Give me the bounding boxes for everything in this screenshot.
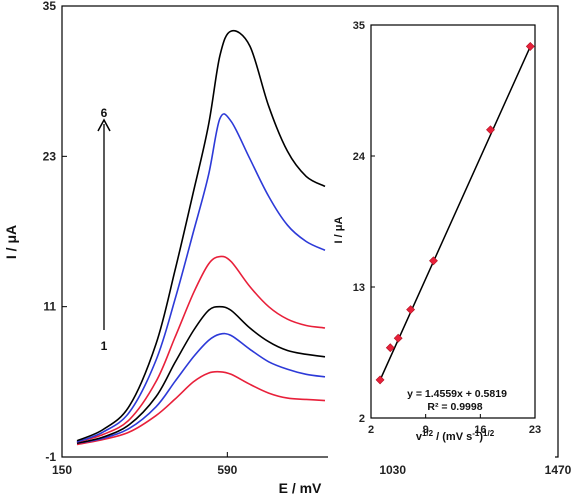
x-tick-label: 590	[217, 463, 237, 477]
inset-y-tick-label: 35	[353, 20, 365, 32]
series-line-6	[76, 29, 326, 442]
data-point-marker	[393, 333, 403, 343]
inset-x-tick-label: 2	[368, 424, 374, 436]
data-point-marker	[375, 375, 385, 385]
data-point-marker	[429, 256, 438, 266]
inset-x-tick-label: 9	[423, 424, 429, 436]
inset-x-tick-label: 16	[474, 424, 486, 436]
inset-x-tick-label: 23	[529, 424, 541, 436]
x-axis-title: E / mV	[279, 480, 322, 496]
fit-equation: y = 1.4559x + 0.5819	[407, 388, 507, 400]
data-point-marker	[486, 125, 495, 135]
data-point-marker	[406, 305, 416, 315]
arrow-start-label: 1	[101, 339, 108, 353]
data-point-marker	[525, 42, 535, 51]
inset-y-axis-title: I / μA	[333, 216, 345, 243]
y-axis-title: I / μA	[3, 225, 19, 259]
series-line-4	[76, 255, 326, 443]
series-line-1	[76, 370, 326, 446]
y-tick-label: 35	[43, 0, 57, 13]
y-tick-label: 23	[43, 149, 57, 163]
arrow-head-icon	[97, 118, 111, 132]
arrow-end-label: 6	[101, 106, 108, 120]
series-line-3	[76, 305, 326, 444]
y-tick-label: -1	[45, 450, 56, 464]
fit-line	[379, 46, 531, 381]
data-point-marker	[385, 343, 395, 353]
inset-y-tick-label: 24	[353, 151, 366, 163]
inset-background	[328, 8, 555, 463]
x-tick-label: 150	[52, 463, 72, 477]
fit-r-squared: R² = 0.9998	[427, 401, 482, 413]
series-line-2	[76, 332, 326, 444]
x-tick-label: 1470	[545, 463, 571, 477]
series-line-5	[76, 113, 326, 443]
inset-plot-frame	[370, 24, 536, 419]
x-tick-label: 1030	[379, 463, 406, 477]
main-plot-frame	[61, 5, 559, 458]
y-tick-label: 11	[43, 300, 56, 314]
inset-y-tick-label: 2	[359, 413, 365, 425]
inset-x-axis-title: v1/2 / (mV s-1)1/2	[416, 429, 495, 444]
trend-arrow: 1 6	[97, 106, 111, 353]
inset-y-tick-label: 13	[353, 282, 365, 294]
